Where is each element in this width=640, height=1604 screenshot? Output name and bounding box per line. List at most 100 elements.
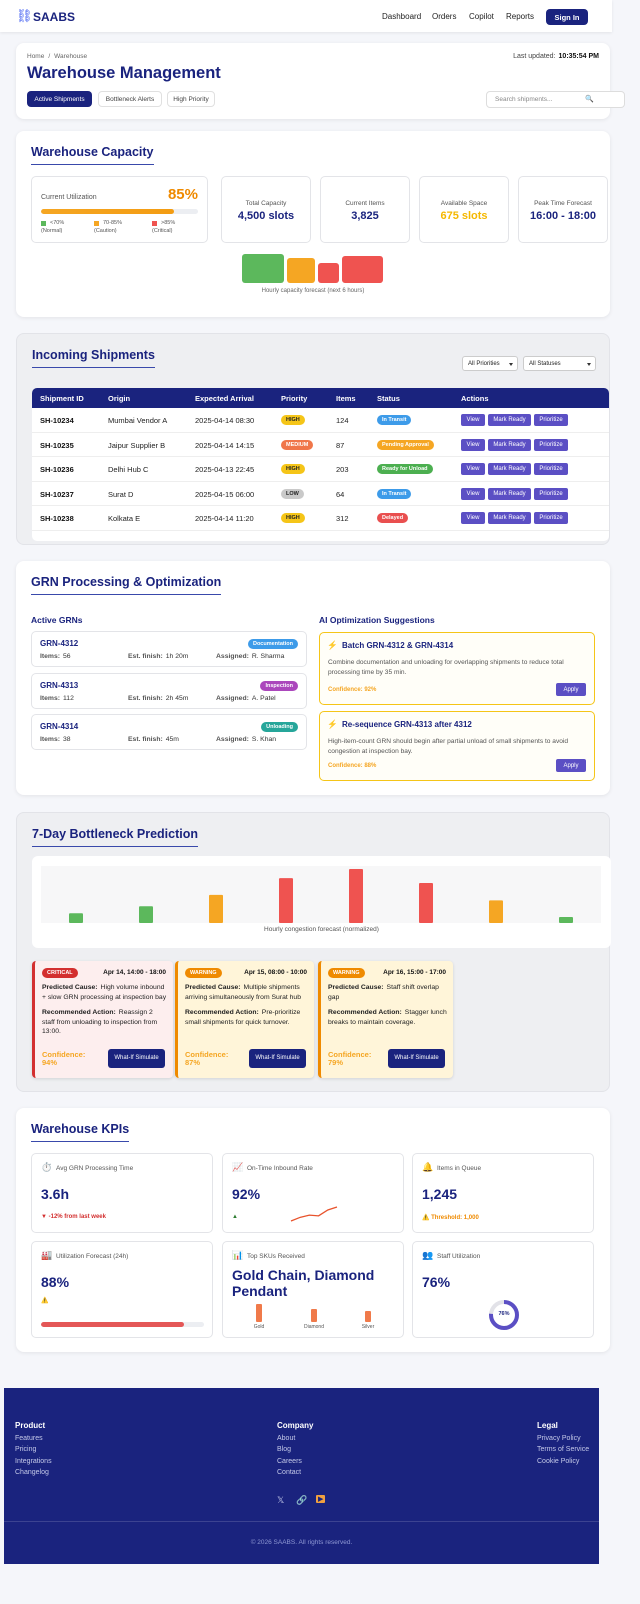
util-bar bbox=[41, 209, 175, 214]
sku-bar bbox=[365, 1311, 371, 1322]
section-title: 7-Day Bottleneck Prediction bbox=[32, 827, 199, 847]
stat-box: Peak Time Forecast 16:00 - 18:00 bbox=[518, 176, 608, 243]
shipment-id: SH-10236 bbox=[40, 465, 74, 474]
priority-pill: HIGH bbox=[281, 513, 305, 523]
apply-button[interactable]: Apply bbox=[556, 683, 586, 696]
filter-label: All Priorities bbox=[468, 361, 500, 367]
filter-select[interactable]: All Priorities bbox=[462, 356, 518, 371]
social-icon[interactable]: ▶ bbox=[316, 1495, 326, 1503]
kpi-label: On-Time Inbound Rate bbox=[247, 1165, 313, 1172]
search-box[interactable]: Search shipments... 🔍 bbox=[486, 91, 625, 108]
arrival: 2025-04-15 06:00 bbox=[195, 489, 255, 499]
footer-link[interactable]: About bbox=[277, 1435, 296, 1442]
grn-field-label: Est. finish: bbox=[128, 653, 163, 660]
action-button[interactable]: Prioritize bbox=[534, 512, 568, 524]
alert-time: Apr 14, 14:00 - 18:00 bbox=[103, 969, 166, 976]
grn-field-label: Items: bbox=[40, 695, 61, 702]
kpi-note: ⚠️ Threshold: 1,000 bbox=[422, 1215, 479, 1221]
kpi-label: Utilization Forecast (24h) bbox=[56, 1253, 129, 1260]
grn-field: Items: 38 bbox=[40, 736, 71, 743]
forecast-fill bbox=[41, 1322, 185, 1327]
tab[interactable]: High Priority bbox=[167, 91, 215, 107]
donut-arc bbox=[489, 1300, 519, 1330]
footer-link[interactable]: Terms of Service bbox=[537, 1446, 590, 1454]
action-button[interactable]: Mark Ready bbox=[488, 512, 531, 524]
alert-card: WARNING Apr 15, 08:00 - 10:00 Predicted Ca… bbox=[175, 961, 314, 1078]
alert-cause: Predicted Cause: Staff shift overlap gap bbox=[328, 983, 447, 1002]
forecast-bar bbox=[242, 254, 284, 283]
items: 124 bbox=[336, 416, 349, 425]
tab[interactable]: Bottleneck Alerts bbox=[98, 91, 162, 107]
footer-link[interactable]: Pricing bbox=[15, 1446, 37, 1454]
action-button[interactable]: Mark Ready bbox=[488, 414, 531, 426]
status-pill: Pending Approval bbox=[377, 439, 434, 450]
grn-field: Est. finish: 2h 45m bbox=[128, 695, 188, 702]
grn-field-value: 1h 20m bbox=[165, 653, 189, 660]
signin-button[interactable]: Sign In bbox=[546, 9, 588, 25]
section-title: GRN Processing & Optimization bbox=[31, 575, 222, 595]
congestion-bar bbox=[559, 917, 573, 923]
cause-label: Predicted Cause: bbox=[328, 984, 384, 991]
origin: Jaipur Supplier B bbox=[108, 440, 166, 450]
kpi-tile: 🔔 Items in Queue 1,245 ⚠️ Threshold: 1,000 bbox=[412, 1153, 594, 1233]
kpi-value: 92% bbox=[232, 1186, 261, 1202]
action-button[interactable]: View bbox=[461, 414, 485, 426]
action-button[interactable]: Prioritize bbox=[534, 487, 568, 500]
action-button[interactable]: Prioritize bbox=[534, 438, 568, 451]
action-button[interactable]: Prioritize bbox=[534, 463, 568, 475]
apply-button[interactable]: Apply bbox=[556, 759, 586, 772]
legend-swatch bbox=[152, 221, 157, 226]
footer-link[interactable]: Changelog bbox=[15, 1468, 49, 1476]
footer-link[interactable]: Cookie Policy bbox=[537, 1457, 580, 1465]
column-header: Status bbox=[377, 394, 400, 403]
suggestion-card: ⚡ Re-sequence GRN-4313 after 4312 High-ite… bbox=[319, 711, 595, 781]
suggestion-confidence: Confidence: 88% bbox=[328, 763, 377, 769]
sku-bar bbox=[256, 1304, 262, 1322]
action-button[interactable]: View bbox=[461, 438, 485, 451]
footer-link[interactable]: Integrations bbox=[15, 1457, 52, 1465]
simulate-button[interactable]: What-If Simulate bbox=[108, 1049, 165, 1068]
filter-select[interactable]: All Statuses bbox=[523, 356, 596, 371]
kpi-tile: 👥 Staff Utilization 76% 76% bbox=[412, 1241, 594, 1338]
legend-swatch bbox=[41, 221, 46, 226]
simulate-button[interactable]: What-If Simulate bbox=[388, 1049, 445, 1068]
shipments-table: Shipment ID Origin Expected Arrival Priorit… bbox=[32, 388, 609, 541]
nav-link[interactable]: Reports bbox=[506, 12, 535, 21]
action-button[interactable]: Mark Ready bbox=[488, 438, 531, 451]
nav-link[interactable]: Copilot bbox=[469, 12, 494, 21]
footer-link[interactable]: Privacy Policy bbox=[537, 1435, 581, 1442]
plot-area bbox=[41, 866, 601, 923]
action-button[interactable]: View bbox=[461, 512, 485, 524]
grn-field-label: Est. finish: bbox=[128, 695, 163, 702]
footer-link[interactable]: Features bbox=[15, 1435, 43, 1442]
nav-link[interactable]: Dashboard bbox=[382, 12, 422, 21]
nav-link[interactable]: Orders bbox=[432, 12, 457, 21]
sku-label: Diamond bbox=[303, 1324, 324, 1330]
suggestion-text: High-item-count GRN should begin after p… bbox=[328, 738, 569, 755]
stat-value: 4,500 slots bbox=[237, 210, 295, 222]
action-button[interactable]: View bbox=[461, 487, 485, 500]
kpi-label: Staff Utilization bbox=[437, 1253, 481, 1260]
footer-link[interactable]: Careers bbox=[277, 1457, 302, 1465]
action-button[interactable]: Mark Ready bbox=[488, 487, 531, 500]
kpi-card: Warehouse KPIs ⏱️ Avg GRN Processing Time 3… bbox=[16, 1108, 610, 1352]
action-button[interactable]: View bbox=[461, 463, 485, 475]
social-icon[interactable]: 𝕏 bbox=[277, 1495, 285, 1505]
suggestion-text: Combine documentation and unloading for … bbox=[328, 659, 564, 676]
alert-cause: Predicted Cause: Multiple shipments arriv… bbox=[185, 983, 308, 1002]
footer-link[interactable]: Contact bbox=[277, 1468, 302, 1476]
action-button[interactable]: Mark Ready bbox=[488, 463, 531, 475]
cause-text: Multiple shipments arriving simultaneous… bbox=[185, 984, 301, 1001]
filter-arrow bbox=[509, 363, 513, 366]
stat-label: Peak Time Forecast bbox=[534, 200, 592, 207]
grn-field-value: 38 bbox=[63, 736, 71, 743]
social-icon[interactable]: 🔗 bbox=[296, 1495, 308, 1505]
footer-heading: Company bbox=[277, 1421, 314, 1430]
footer-link[interactable]: Blog bbox=[277, 1446, 292, 1454]
grn-field-value: 56 bbox=[63, 653, 71, 660]
simulate-button[interactable]: What-If Simulate bbox=[249, 1049, 306, 1068]
action-text: Reassign 2 staff from unloading to inspe… bbox=[42, 1009, 158, 1036]
action-button[interactable]: Prioritize bbox=[534, 414, 568, 426]
tab[interactable]: Active Shipments bbox=[27, 91, 92, 107]
grn-field-value: 2h 45m bbox=[165, 695, 189, 702]
